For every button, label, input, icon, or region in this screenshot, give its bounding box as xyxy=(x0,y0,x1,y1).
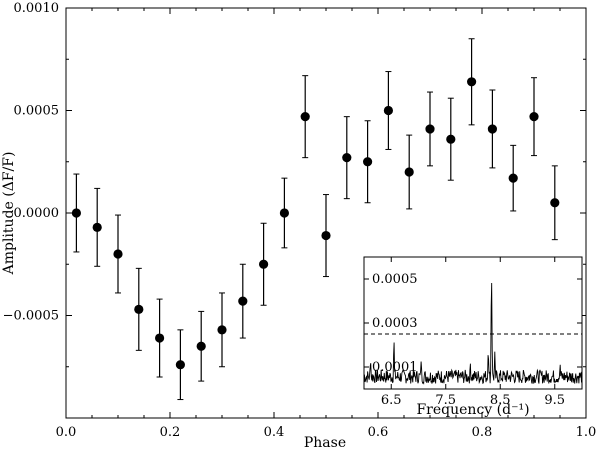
main-x-tick-label: 0.0 xyxy=(56,425,77,440)
data-point xyxy=(155,333,165,343)
main-y-axis-label: Amplitude (ΔF/F) xyxy=(1,152,17,276)
inset-y-tick-label: 0.0003 xyxy=(372,316,418,331)
data-point xyxy=(71,208,81,218)
data-point xyxy=(238,296,248,306)
main-x-tick-label: 1.0 xyxy=(576,425,597,440)
data-point xyxy=(550,198,560,208)
data-point xyxy=(342,153,352,163)
data-point xyxy=(404,167,414,177)
inset-x-axis-label: Frequency (d⁻¹) xyxy=(416,402,529,418)
main-x-tick-label: 0.8 xyxy=(472,425,493,440)
data-point xyxy=(175,360,185,370)
inset-y-tick-label: 0.0005 xyxy=(372,272,418,287)
data-point xyxy=(529,112,539,122)
main-axis-ticks xyxy=(65,7,587,418)
main-y-tick-label: −0.0005 xyxy=(3,309,59,324)
main-data-points xyxy=(71,38,560,401)
main-tick-labels: 0.0 0.2 0.4 0.6 0.8 1.0 −0.0005 0.0000 0.0005 0.0… xyxy=(3,1,597,440)
data-point xyxy=(467,77,477,87)
main-x-tick-label: 0.4 xyxy=(264,425,285,440)
data-point xyxy=(134,304,144,314)
inset-x-tick-label: 6.5 xyxy=(381,393,402,408)
main-x-tick-label: 0.2 xyxy=(160,425,181,440)
inset-x-tick-label: 8.5 xyxy=(490,393,511,408)
main-x-tick-label: 0.6 xyxy=(368,425,389,440)
data-point xyxy=(259,259,269,269)
inset-spectrum-line xyxy=(363,282,583,385)
data-point xyxy=(321,230,331,241)
inset-x-tick-label: 7.5 xyxy=(435,393,456,408)
data-point xyxy=(383,105,393,116)
data-point xyxy=(446,134,456,144)
data-point xyxy=(300,112,310,122)
main-x-axis-label: Phase xyxy=(304,435,346,451)
data-point xyxy=(196,341,206,351)
data-point xyxy=(508,173,518,183)
main-y-tick-label: 0.0010 xyxy=(14,1,60,16)
data-point xyxy=(363,157,373,167)
inset-x-tick-label: 9.5 xyxy=(544,393,565,408)
data-point xyxy=(92,222,102,232)
main-y-tick-label: 0.0000 xyxy=(14,206,60,221)
data-point xyxy=(113,249,123,259)
data-point xyxy=(425,124,435,134)
inset-axis-ticks xyxy=(364,257,582,389)
main-y-tick-label: 0.0005 xyxy=(14,104,60,119)
data-point xyxy=(279,208,289,218)
data-point xyxy=(487,124,497,134)
data-point xyxy=(217,325,227,335)
